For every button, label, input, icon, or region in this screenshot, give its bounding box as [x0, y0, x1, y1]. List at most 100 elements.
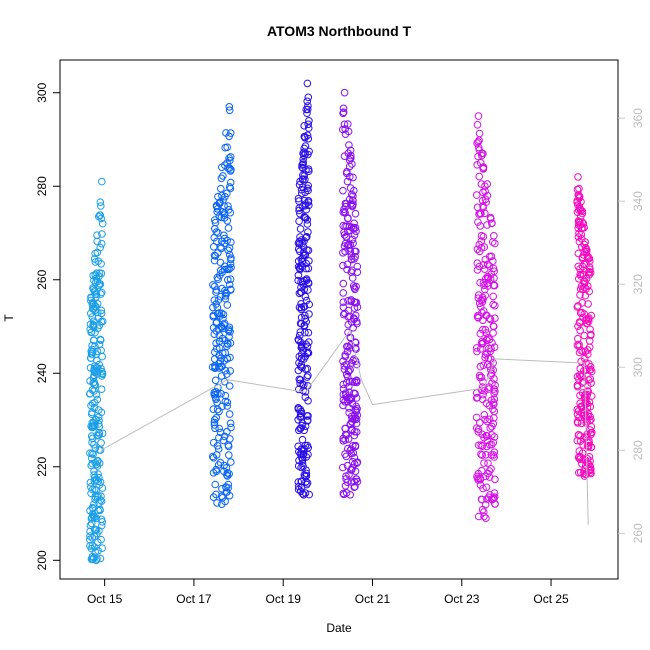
data-point — [578, 262, 587, 271]
data-point — [574, 334, 582, 343]
point-cluster — [294, 79, 314, 499]
data-point — [487, 451, 496, 459]
data-point — [304, 264, 313, 273]
data-point — [223, 402, 231, 410]
data-point — [486, 441, 494, 449]
data-point — [303, 184, 312, 193]
data-point — [473, 245, 482, 254]
data-point — [224, 246, 232, 255]
data-point — [342, 232, 350, 241]
data-point — [480, 459, 488, 467]
data-point — [98, 177, 106, 186]
data-point — [490, 414, 498, 422]
data-point — [576, 319, 584, 327]
data-point — [344, 435, 353, 443]
data-point — [96, 446, 105, 454]
data-point — [87, 544, 96, 553]
data-point — [475, 172, 484, 181]
data-point — [223, 472, 232, 480]
data-point — [304, 93, 313, 102]
data-point — [305, 338, 313, 346]
data-point — [300, 321, 309, 330]
data-point — [87, 489, 95, 498]
data-point — [476, 302, 485, 311]
data-point — [304, 102, 312, 110]
data-point — [218, 500, 226, 509]
data-point — [586, 402, 595, 411]
data-point — [585, 337, 594, 345]
data-point — [210, 282, 219, 291]
data-point — [347, 268, 356, 277]
data-point — [580, 331, 589, 340]
data-point — [483, 180, 492, 188]
data-point — [217, 213, 226, 222]
data-point — [344, 328, 352, 337]
data-point — [482, 451, 490, 459]
data-point — [223, 340, 232, 348]
data-point — [481, 351, 490, 359]
data-point — [304, 348, 312, 357]
data-point — [348, 160, 356, 168]
data-point — [93, 370, 101, 378]
data-point — [97, 439, 105, 447]
data-point — [86, 506, 94, 515]
data-point — [301, 328, 309, 337]
point-cluster — [208, 103, 235, 509]
x-tick-label: Oct 21 — [355, 592, 391, 606]
data-point — [222, 289, 231, 298]
data-point — [573, 185, 582, 194]
data-point — [341, 130, 350, 138]
data-point — [97, 535, 105, 544]
data-point — [87, 296, 95, 305]
data-point — [340, 365, 349, 374]
data-point — [226, 184, 235, 193]
data-point — [213, 273, 222, 282]
data-point — [478, 505, 487, 514]
data-point — [575, 194, 584, 202]
data-point — [475, 299, 484, 308]
data-point — [342, 360, 351, 369]
data-point — [490, 389, 499, 398]
data-point — [476, 329, 485, 338]
data-point — [473, 161, 482, 169]
data-point — [97, 408, 106, 417]
data-point — [300, 381, 308, 389]
data-point — [216, 243, 225, 251]
data-point — [476, 345, 485, 353]
data-point — [87, 328, 95, 337]
data-point — [587, 392, 596, 400]
data-point — [481, 326, 490, 334]
data-point — [209, 243, 218, 251]
data-point — [474, 441, 483, 450]
y-tick-label-left: 280 — [35, 176, 49, 196]
data-point — [223, 469, 232, 477]
data-point — [94, 506, 102, 515]
data-point — [478, 442, 487, 451]
data-point — [88, 555, 97, 564]
data-point — [97, 239, 106, 248]
y-tick-label-right: 300 — [631, 357, 645, 377]
y-tick-label-right: 280 — [631, 440, 645, 460]
data-point — [353, 262, 362, 271]
data-point — [481, 255, 490, 264]
data-point — [294, 478, 303, 486]
data-point — [487, 465, 495, 473]
data-point — [213, 344, 221, 353]
data-point — [216, 199, 224, 208]
data-point — [352, 475, 361, 484]
data-point — [98, 230, 106, 238]
data-point — [225, 103, 234, 111]
data-point — [214, 310, 222, 318]
data-point — [472, 191, 481, 199]
data-point — [212, 451, 221, 459]
data-point — [210, 418, 219, 427]
data-point — [482, 198, 491, 206]
data-point — [223, 189, 231, 198]
data-point — [95, 269, 104, 277]
data-point — [478, 395, 487, 404]
data-point — [343, 378, 351, 387]
data-point — [347, 200, 355, 208]
data-point — [302, 296, 311, 305]
data-point — [578, 243, 586, 251]
data-point — [98, 429, 107, 438]
